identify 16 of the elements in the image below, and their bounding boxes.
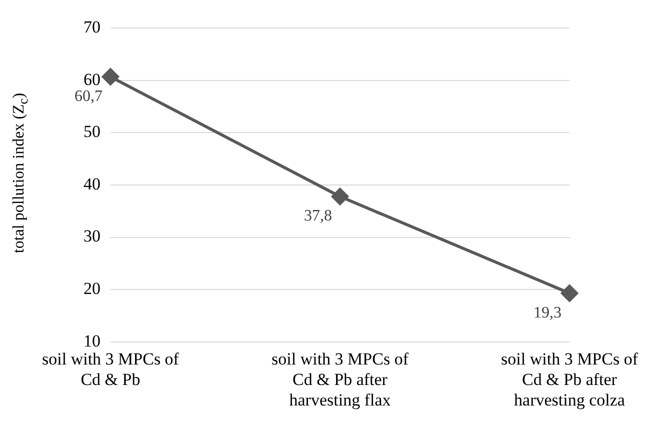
data-label: 60,7	[74, 88, 102, 106]
x-tick-label: soil with 3 MPCs of Cd & Pb	[42, 349, 180, 389]
x-tick-label: soil with 3 MPCs of Cd & Pb after harvesting colza	[501, 349, 638, 410]
y-tick-label: 20	[83, 279, 100, 298]
x-tick-label: soil with 3 MPCs of Cd & Pb after harvesting flax	[272, 349, 409, 410]
y-tick-label: 10	[83, 331, 100, 350]
y-tick-label: 70	[83, 18, 100, 37]
y-tick-label: 30	[83, 226, 100, 246]
y-tick-label: 40	[83, 174, 100, 194]
data-label: 19,3	[534, 304, 562, 322]
y-tick-label: 50	[83, 122, 100, 142]
data-label: 37,8	[304, 208, 332, 225]
point	[332, 188, 348, 205]
point	[561, 284, 578, 302]
point	[102, 68, 119, 86]
y-tick-label: 60	[83, 70, 100, 89]
